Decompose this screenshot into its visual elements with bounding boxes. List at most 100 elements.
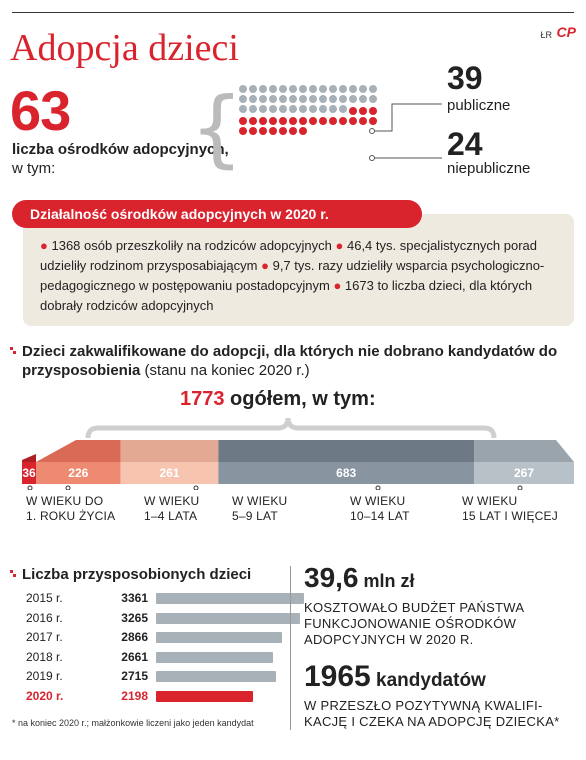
age-bar-segment bbox=[36, 462, 121, 484]
unmatched-total-text: ogółem, w tym: bbox=[224, 388, 376, 410]
brace-icon: { bbox=[190, 79, 244, 177]
public-dot bbox=[309, 105, 317, 113]
age-group-label-line: 10–14 LAT bbox=[350, 509, 410, 523]
centers-dot-matrix bbox=[239, 85, 377, 135]
age-connector-dot bbox=[517, 485, 523, 490]
age-group-label-line: W WIEKU bbox=[144, 494, 200, 508]
nonpublic-dot bbox=[289, 117, 297, 125]
adopted-value: 2661 bbox=[121, 649, 148, 664]
unmatched-total: 1773 ogółem, w tym: bbox=[180, 388, 376, 411]
public-dot bbox=[309, 85, 317, 93]
age-group-label-line: 5–9 LAT bbox=[232, 509, 278, 523]
age-group-label-line: 1. ROKU ŻYCIA bbox=[26, 509, 116, 523]
public-dot bbox=[239, 85, 247, 93]
public-dot bbox=[349, 85, 357, 93]
public-dot bbox=[309, 95, 317, 103]
public-dot bbox=[289, 105, 297, 113]
public-dot bbox=[359, 85, 367, 93]
activity-item: 1673 to liczba dzieci, dla których dobra… bbox=[40, 278, 533, 313]
nonpublic-dot bbox=[349, 117, 357, 125]
cand-desc: W PRZESZŁO POZYTYWNĄ KWALIFI- KACJĘ I CZ… bbox=[304, 698, 560, 730]
footnote: * na koniec 2020 r.; małżonkowie liczeni… bbox=[12, 718, 254, 728]
public-dot bbox=[339, 95, 347, 103]
public-dot bbox=[299, 85, 307, 93]
cost-stat: 39,6 mln zł bbox=[304, 562, 415, 594]
unmatched-title: Dzieci zakwalifikowane do adopcji, dla k… bbox=[22, 342, 582, 380]
public-label: publiczne bbox=[447, 97, 511, 114]
public-count: 39 bbox=[447, 60, 483, 96]
adopted-year: 2017 r. bbox=[26, 630, 63, 644]
activity-header: Działalność ośrodków adopcyjnych w 2020 … bbox=[12, 200, 422, 228]
age-bar-segment bbox=[22, 462, 36, 484]
nonpublic-dot bbox=[249, 127, 257, 135]
cost-value: 39,6 bbox=[304, 562, 359, 593]
public-dot bbox=[289, 95, 297, 103]
cost-desc-line: ADOPCYJNYCH W 2020 R. bbox=[304, 632, 474, 647]
total-brace-icon bbox=[85, 417, 497, 439]
public-dot bbox=[279, 105, 287, 113]
top-rule bbox=[12, 12, 574, 13]
nonpublic-dot bbox=[359, 117, 367, 125]
age-group-label-line: W WIEKU bbox=[462, 494, 518, 508]
age-bar-segment bbox=[218, 462, 475, 484]
centers-total: 63 bbox=[10, 79, 71, 142]
age-connector-dot bbox=[193, 485, 199, 490]
age-group-label-line: 1–4 LATA bbox=[144, 509, 198, 523]
cand-desc-line: KACJĘ I CZEKA NA ADOPCJĘ DZIECKA* bbox=[304, 714, 560, 729]
nonpublic-dot bbox=[319, 117, 327, 125]
nonpublic-dot bbox=[279, 127, 287, 135]
section-marker-icon bbox=[10, 570, 18, 578]
nonpublic-dot bbox=[329, 117, 337, 125]
publisher-logo: CP bbox=[556, 24, 576, 40]
bullet-icon: ● bbox=[335, 238, 344, 253]
nonpublic-dot bbox=[239, 127, 247, 135]
nonpublic-dot bbox=[259, 117, 267, 125]
public-dot bbox=[349, 95, 357, 103]
public-dot bbox=[269, 105, 277, 113]
public-dot bbox=[369, 95, 377, 103]
public-dot bbox=[289, 85, 297, 93]
public-dot bbox=[319, 85, 327, 93]
page-title: Adopcja dzieci bbox=[10, 27, 239, 69]
activity-item: 9,7 tys. razy udzieliły wsparcia psychol… bbox=[40, 258, 545, 293]
age-group-label-line: W WIEKU bbox=[232, 494, 288, 508]
public-dot bbox=[299, 105, 307, 113]
age-bar-segment bbox=[474, 462, 574, 484]
nonpublic-dot bbox=[369, 107, 377, 115]
nonpublic-dot bbox=[349, 107, 357, 115]
nonpublic-dot bbox=[239, 117, 247, 125]
adopted-value: 3361 bbox=[121, 591, 148, 605]
section-marker-icon bbox=[10, 347, 18, 355]
adopted-bar bbox=[156, 632, 283, 643]
unmatched-title-rest: (stanu na koniec 2020 r.) bbox=[140, 362, 310, 379]
cand-unit: kandydatów bbox=[370, 670, 486, 691]
public-dot bbox=[319, 95, 327, 103]
age-bar-label: 267 bbox=[514, 466, 534, 480]
divider bbox=[290, 566, 291, 730]
public-dot bbox=[319, 105, 327, 113]
adopted-year: 2016 r. bbox=[26, 610, 63, 625]
nonpublic-dot bbox=[279, 117, 287, 125]
nonpublic-dot bbox=[259, 127, 267, 135]
age-group-label: W WIEKU 10–14 LAT bbox=[350, 494, 410, 524]
age-bar-top bbox=[120, 440, 219, 462]
cost-unit: mln zł bbox=[358, 571, 415, 591]
public-dot bbox=[279, 95, 287, 103]
bullet-icon: ● bbox=[261, 258, 269, 273]
adopted-year: 2019 r. bbox=[26, 669, 63, 683]
public-dot bbox=[249, 95, 257, 103]
age-connector-dot bbox=[65, 485, 71, 490]
centers-label-bold: liczba ośrodków adopcyjnych, bbox=[12, 141, 229, 158]
public-dot bbox=[259, 95, 267, 103]
public-dot bbox=[369, 85, 377, 93]
public-dot bbox=[269, 95, 277, 103]
bullet-icon: ● bbox=[333, 278, 342, 293]
adopted-value: 2715 bbox=[121, 669, 148, 683]
nonpublic-dot bbox=[269, 117, 277, 125]
author-credit: ŁR bbox=[540, 30, 552, 40]
public-dot bbox=[249, 85, 257, 93]
age-bar-segment bbox=[120, 462, 219, 484]
cand-value: 1965 bbox=[304, 660, 371, 693]
nonpublic-dot bbox=[339, 117, 347, 125]
unmatched-title-bold: Dzieci zakwalifikowane do adopcji, dla k… bbox=[22, 343, 558, 379]
